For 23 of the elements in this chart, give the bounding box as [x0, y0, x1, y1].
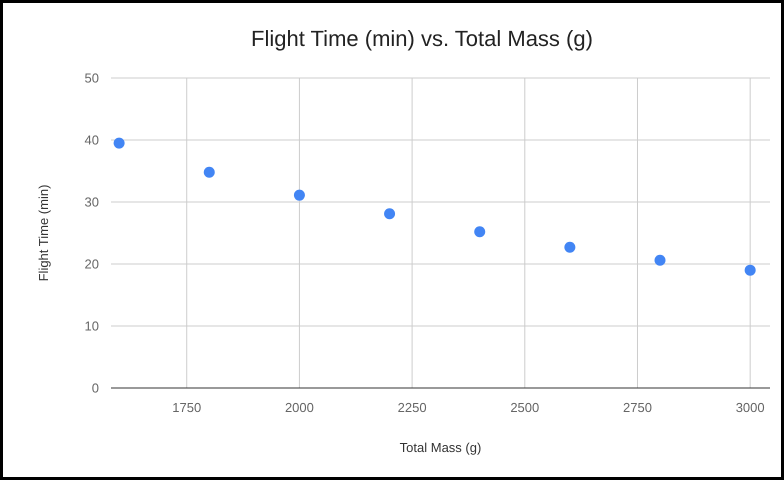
- point: [384, 208, 396, 220]
- x-tick-label: 1750: [172, 400, 202, 415]
- chart-title: Flight Time (min) vs. Total Mass (g): [251, 26, 593, 51]
- x-tick-label: 2250: [398, 400, 427, 415]
- point: [564, 242, 576, 253]
- point: [114, 138, 125, 149]
- x-tick-label: 2000: [284, 400, 314, 415]
- point: [654, 254, 666, 266]
- point: [294, 190, 305, 201]
- y-tick-label: 20: [84, 256, 99, 272]
- y-axis-title: Flight Time (min): [36, 184, 51, 282]
- x-tick-label: 3000: [736, 400, 765, 415]
- x-axis-title: Total Mass (g): [400, 440, 482, 455]
- y-tick-label: 30: [84, 194, 99, 210]
- y-tick-label: 10: [84, 318, 99, 334]
- point: [204, 166, 215, 178]
- y-tick-label: 50: [84, 70, 99, 86]
- x-tick-label: 2500: [510, 400, 540, 415]
- point: [744, 264, 756, 276]
- y-tick-label: 0: [92, 380, 99, 396]
- x-tick-label: 2750: [623, 400, 652, 415]
- point: [474, 226, 486, 238]
- y-tick-label: 40: [84, 132, 99, 148]
